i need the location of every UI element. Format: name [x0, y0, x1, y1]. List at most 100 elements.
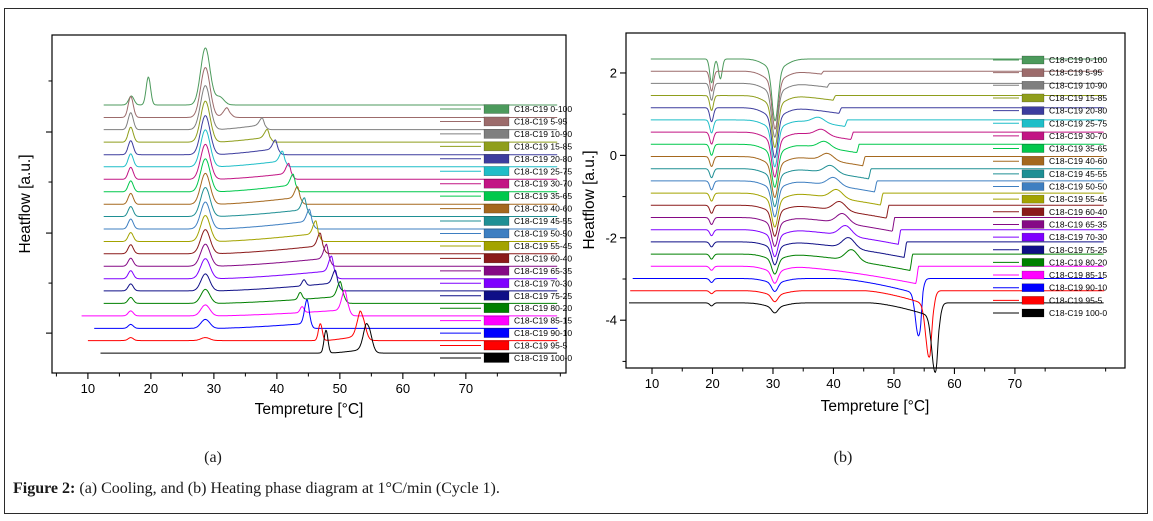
y-tick-label: -4: [605, 313, 617, 328]
legend-swatch: [483, 241, 510, 251]
curve-C18-C19-0-100: [103, 47, 558, 106]
legend-swatch: [483, 203, 510, 214]
legend-swatch: [1021, 156, 1045, 166]
curve-C18-C19-80-20: [103, 280, 558, 304]
legend-label: C18-C19 50-50: [514, 229, 572, 239]
legend-item: C18-C19 45-55: [440, 216, 572, 226]
legend-swatch: [1021, 245, 1045, 254]
curve-C18-C19-100-0: [100, 323, 558, 354]
legend-item: C18-C19 20-80: [440, 154, 572, 164]
x-axis-title: Tempreture [°C]: [255, 401, 364, 418]
legend-swatch: [1021, 207, 1045, 217]
x-tick-label: 60: [947, 376, 961, 391]
legend-label: C18-C19 35-65: [1049, 144, 1107, 154]
legend-label: C18-C19 15-85: [1049, 93, 1107, 103]
legend-item: C18-C19 25-75: [440, 166, 572, 176]
legend-swatch: [483, 278, 510, 289]
legend-item: C18-C19 90-10: [440, 328, 572, 338]
x-tick-label: 50: [887, 376, 901, 391]
x-tick-label: 30: [766, 376, 780, 391]
caption-figure-number: Figure 2:: [13, 480, 76, 497]
legend-swatch: [1021, 93, 1045, 103]
legend-label: C18-C19 70-30: [1049, 232, 1107, 242]
legend-label: C18-C19 60-40: [514, 253, 572, 263]
legend-item: C18-C19 30-70: [993, 131, 1107, 141]
legend-item: C18-C19 65-35: [993, 219, 1107, 229]
legend-label: C18-C19 5-95: [1049, 68, 1103, 78]
legend-item: C18-C19 10-90: [440, 129, 572, 139]
legend-label: C18-C19 10-90: [1049, 80, 1107, 90]
legend-swatch: [1021, 296, 1045, 305]
legend-swatch: [1021, 270, 1045, 280]
legend-item: C18-C19 65-35: [440, 266, 572, 276]
panel-a-label: (a): [204, 449, 222, 466]
legend-swatch: [1021, 68, 1045, 77]
curve-C18-C19-45-55: [103, 187, 558, 217]
legend-swatch: [483, 129, 510, 139]
legend-swatch: [1021, 144, 1045, 153]
legend-label: C18-C19 10-90: [514, 129, 572, 139]
curve-C18-C19-35-65: [103, 158, 558, 193]
legend-label: C18-C19 90-10: [514, 328, 572, 338]
legend-item: C18-C19 85-15: [440, 316, 572, 326]
plot-frame-a: [51, 34, 567, 374]
legend-swatch: [483, 353, 510, 363]
legend-label: C18-C19 90-10: [1049, 283, 1107, 293]
legend-item: C18-C19 25-75: [993, 118, 1107, 128]
legend-swatch: [483, 154, 510, 164]
curve-C18-C19-85-15: [81, 289, 558, 317]
curve-C18-C19-40-60: [103, 172, 558, 205]
legend-swatch: [483, 104, 510, 114]
legend-swatch: [1021, 169, 1045, 179]
legend-item: C18-C19 50-50: [993, 182, 1107, 192]
legend-item: C18-C19 60-40: [440, 253, 572, 263]
legend-item: C18-C19 15-85: [993, 93, 1107, 103]
curve-C18-C19-80-20: [650, 249, 1104, 275]
legend-item: C18-C19 75-25: [440, 291, 572, 301]
legend-swatch: [483, 166, 510, 176]
panel-b-label: (b): [833, 449, 853, 466]
legend-item: C18-C19 80-20: [440, 303, 572, 313]
legend-item: C18-C19 90-10: [993, 283, 1107, 293]
legend-label: C18-C19 85-15: [514, 316, 572, 326]
legend-label: C18-C19 55-45: [1049, 194, 1107, 204]
curve-C18-C19-95-5: [87, 310, 558, 342]
x-tick-label: 30: [207, 381, 221, 396]
legend-label: C18-C19 65-35: [1049, 219, 1107, 229]
legend-item: C18-C19 70-30: [993, 232, 1107, 242]
legend-swatch: [1021, 119, 1045, 128]
curve-C18-C19-60-40: [103, 229, 558, 255]
caption-text: (a) Cooling, and (b) Heating phase diagr…: [75, 480, 500, 497]
legend-swatch: [483, 328, 510, 338]
x-tick-label: 40: [270, 381, 284, 396]
legend-item: C18-C19 20-80: [993, 106, 1107, 116]
curve-C18-C19-60-40: [650, 201, 1104, 237]
curve-C18-C19-65-35: [650, 213, 1104, 247]
legend-item: C18-C19 95-5: [993, 295, 1103, 305]
chart-a-cooling: 10 20 30 40 50 60 70 Tempreture [°C] Heatflow [a…: [17, 34, 572, 418]
legend-swatch: [1021, 258, 1045, 267]
x-tick-label: 20: [144, 381, 158, 396]
curve-C18-C19-50-50: [103, 201, 558, 230]
x-tick-label: 20: [705, 376, 719, 391]
x-tick-label: 70: [1008, 376, 1022, 391]
legend-label: C18-C19 25-75: [1049, 118, 1107, 128]
legend-swatch: [483, 141, 510, 152]
legend-label: C18-C19 40-60: [1049, 156, 1107, 166]
curve-C18-C19-10-90: [103, 85, 558, 131]
legend-label: C18-C19 35-65: [514, 191, 572, 201]
legend-item: C18-C19 85-15: [993, 270, 1107, 280]
legend-a: C18-C19 0-100 C18-C19 5-95 C18-C19 10-90 C1…: [440, 104, 572, 363]
legend-label: C18-C19 100-0: [514, 353, 572, 363]
legend-swatch: [483, 253, 510, 264]
legend-label: C18-C19 80-20: [1049, 257, 1107, 267]
curve-C18-C19-50-50: [650, 176, 1104, 218]
legend-label: C18-C19 75-25: [1049, 245, 1107, 255]
curve-C18-C19-55-45: [103, 215, 558, 242]
legend-swatch: [1021, 194, 1045, 204]
legend-swatch: [1021, 232, 1045, 242]
legend-b: C18-C19 0-100 C18-C19 5-95 C18-C19 10-90 C1…: [993, 55, 1107, 318]
legend-label: C18-C19 45-55: [514, 216, 572, 226]
